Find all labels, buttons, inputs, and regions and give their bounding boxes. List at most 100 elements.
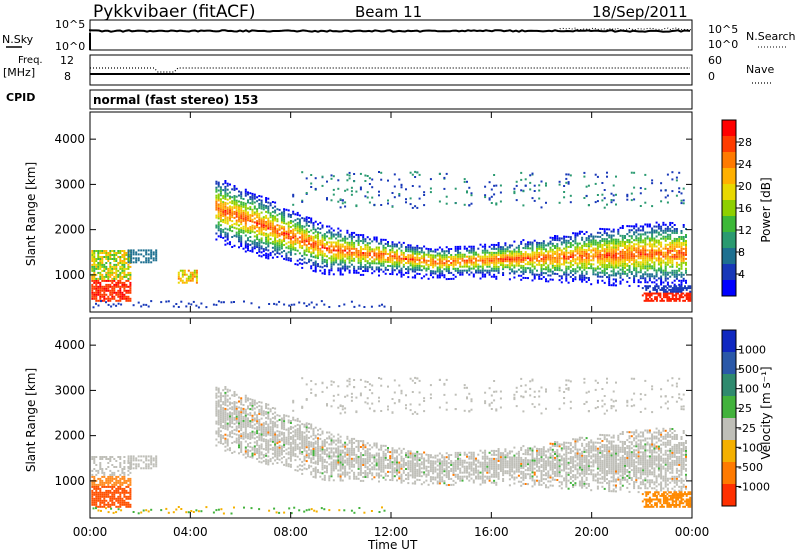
power-cell: [338, 305, 341, 308]
power-cell: [517, 248, 520, 251]
power-cell: [484, 261, 487, 264]
velocity-cell: [292, 442, 295, 445]
power-cell: [574, 272, 577, 275]
power-cell: [380, 178, 383, 181]
cpid-label: CPID: [6, 91, 35, 104]
power-cell: [680, 249, 683, 252]
power-cell: [633, 247, 636, 250]
power-cell: [195, 271, 198, 274]
power-cell: [572, 260, 575, 263]
velocity-cell: [233, 403, 236, 405]
power-cell: [647, 294, 650, 297]
power-cell: [427, 249, 430, 252]
power-cell: [633, 275, 636, 278]
power-cell: [380, 260, 383, 263]
power-cell: [533, 257, 536, 260]
velocity-cell: [276, 420, 279, 423]
power-cell: [583, 250, 586, 253]
power-cell: [687, 292, 690, 295]
velocity-cell: [267, 443, 270, 446]
power-cell: [545, 260, 547, 263]
power-cell: [217, 225, 220, 228]
velocity-cell: [283, 438, 286, 441]
power-cell: [258, 242, 261, 245]
power-cell: [95, 293, 98, 296]
power-cell: [642, 245, 645, 248]
power-cell: [177, 306, 180, 308]
power-cell: [481, 257, 484, 260]
power-cell: [247, 231, 249, 234]
power-cell: [339, 206, 342, 209]
velocity-cell: [267, 459, 270, 462]
power-cell: [335, 255, 338, 258]
power-cell: [240, 217, 243, 220]
power-cell: [599, 231, 602, 234]
velocity-cell: [258, 404, 261, 407]
power-cell: [244, 240, 247, 243]
power-cell: [249, 239, 252, 242]
power-cell: [653, 237, 656, 240]
power-cell: [678, 251, 681, 254]
power-cell: [276, 208, 279, 211]
power-cell: [443, 176, 446, 179]
power-cell: [378, 252, 380, 255]
power-cell: [400, 275, 403, 278]
power-cell: [319, 241, 322, 244]
power-cell: [639, 281, 642, 284]
power-cell: [364, 195, 367, 198]
power-cell: [657, 257, 660, 260]
power-cell: [655, 259, 658, 262]
power-cell: [633, 171, 636, 174]
power-cell: [303, 237, 306, 240]
power-cell: [669, 285, 672, 288]
power-cell: [187, 277, 190, 280]
power-cell: [224, 187, 227, 190]
power-cell: [353, 243, 356, 246]
velocity-cell: [294, 453, 297, 456]
power-cell: [592, 259, 595, 262]
power-cell: [547, 258, 550, 261]
power-cell: [117, 302, 120, 305]
power-cell: [648, 245, 651, 248]
power-cell: [111, 267, 114, 270]
power-cell: [425, 261, 428, 264]
power-cell: [601, 238, 604, 240]
power-cell: [294, 247, 297, 250]
power-cell: [330, 237, 333, 240]
power-cell: [644, 281, 647, 284]
power-cell: [251, 240, 254, 243]
power-cell: [497, 244, 500, 246]
power-cell: [127, 279, 130, 282]
power-cell: [289, 230, 292, 232]
power-cell: [253, 211, 256, 214]
power-cell: [222, 205, 225, 208]
power-cell: [594, 243, 597, 246]
power-cell: [508, 272, 511, 275]
power-cell: [251, 212, 254, 215]
cpid-value: normal (fast stereo) 153: [93, 93, 259, 107]
power-cell: [283, 303, 286, 306]
power-cell: [328, 271, 331, 274]
power-cell: [549, 250, 552, 253]
power-cell: [481, 245, 484, 248]
power-cell: [129, 275, 132, 278]
power-cell: [364, 260, 367, 263]
power-cell: [91, 265, 94, 268]
power-cell: [581, 248, 584, 251]
power-cell: [240, 245, 243, 247]
power-cell: [400, 245, 403, 248]
power-cell: [536, 243, 538, 246]
power-cell: [337, 239, 340, 242]
power-cell: [378, 254, 380, 257]
power-cell: [260, 207, 263, 210]
power-cell: [533, 199, 536, 202]
power-cell: [95, 289, 98, 292]
power-cell: [606, 244, 608, 247]
power-cell: [238, 220, 240, 223]
velocity-cell: [262, 454, 265, 457]
power-cell: [119, 295, 122, 298]
power-cell: [603, 281, 606, 284]
power-cell: [373, 254, 376, 257]
power-cell: [125, 273, 128, 276]
velocity-cell: [251, 408, 254, 411]
